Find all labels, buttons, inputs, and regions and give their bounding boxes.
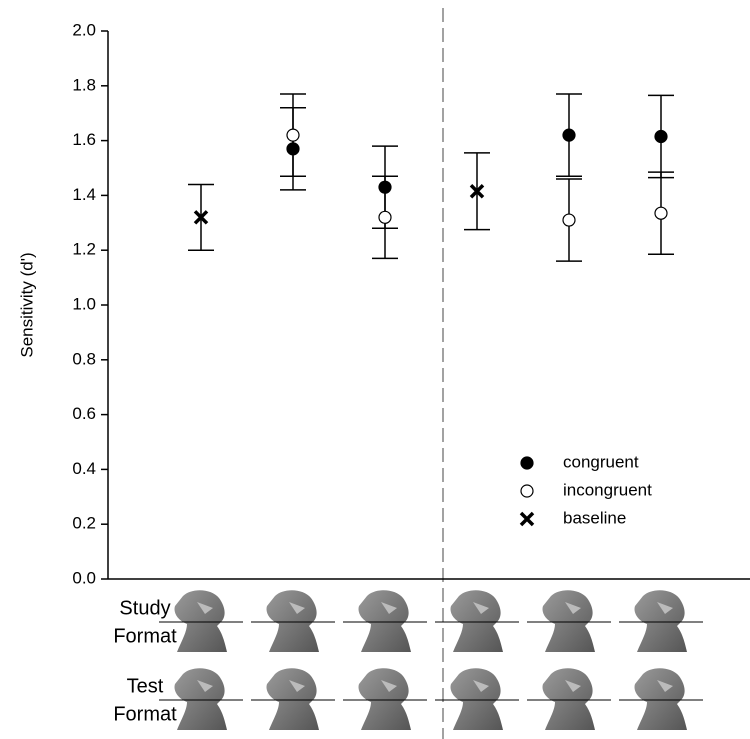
point: [654, 129, 668, 144]
legend-marker: [519, 511, 535, 527]
legend-marker: [520, 456, 534, 470]
format-image: [526, 589, 612, 653]
point: [654, 206, 668, 220]
y-tick-label: 0.6: [72, 404, 96, 423]
y-tick-label: 0.2: [72, 514, 96, 533]
point: [469, 184, 485, 199]
point: [562, 213, 576, 227]
point: [286, 142, 300, 156]
row-label: Study: [119, 597, 170, 619]
format-image: [526, 667, 612, 731]
legend-marker: [520, 484, 534, 498]
legend-label: incongruent: [563, 480, 652, 499]
y-tick-label: 1.8: [72, 75, 96, 94]
point: [193, 210, 209, 225]
y-axis-label: Sensitivity (d'): [17, 252, 36, 357]
y-tick-label: 0.0: [72, 568, 96, 587]
format-image: [342, 667, 428, 731]
point: [562, 128, 576, 142]
legend-label: congruent: [563, 452, 639, 471]
y-tick-label: 1.0: [72, 294, 96, 313]
y-tick-label: 2.0: [72, 20, 96, 39]
format-image: [250, 589, 336, 653]
row-label: Format: [113, 625, 177, 647]
point: [286, 128, 300, 142]
row-label: Format: [113, 703, 177, 725]
format-image: [618, 589, 704, 653]
format-image: [434, 667, 520, 731]
point: [378, 180, 392, 194]
y-tick-label: 0.8: [72, 349, 96, 368]
format-image: [342, 589, 428, 653]
format-image: [434, 589, 520, 653]
y-tick-label: 1.6: [72, 130, 96, 149]
y-tick-label: 0.4: [72, 459, 96, 478]
format-image: [250, 667, 336, 731]
point: [378, 210, 392, 224]
format-image: [618, 667, 704, 731]
row-label: Test: [127, 675, 164, 697]
legend-label: baseline: [563, 508, 626, 527]
y-tick-label: 1.2: [72, 240, 96, 259]
y-tick-label: 1.4: [72, 185, 96, 204]
